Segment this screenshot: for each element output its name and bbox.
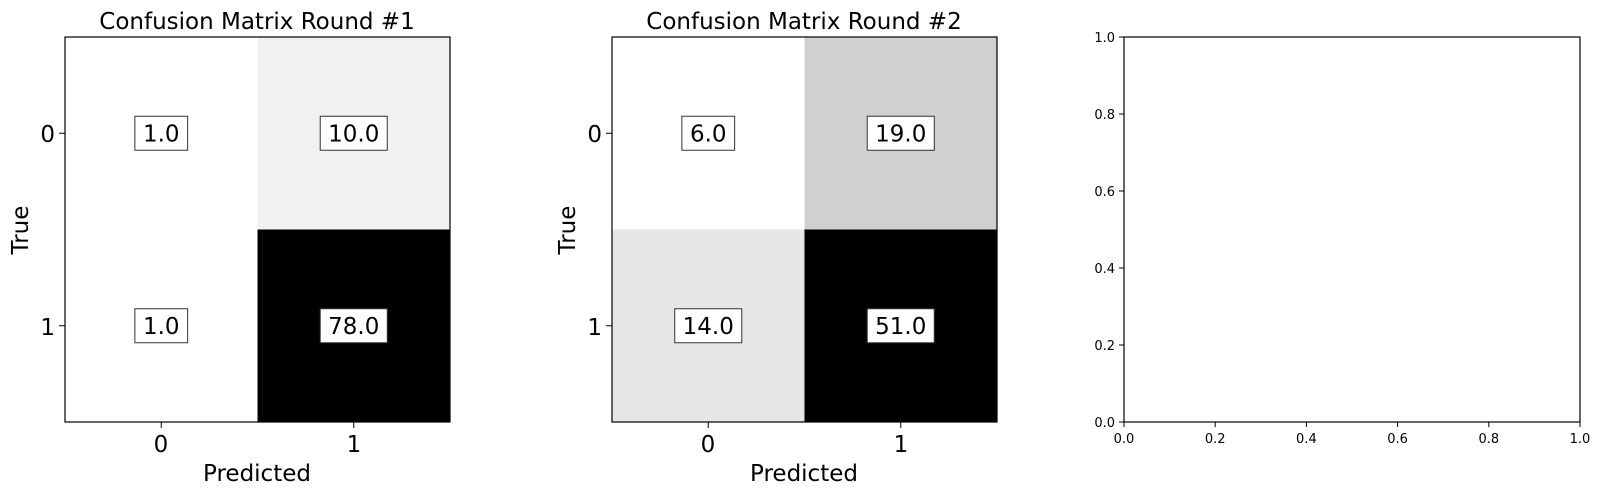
x-tick-label-5: 1.0 bbox=[1570, 432, 1591, 447]
cell-label-box-0-1 bbox=[319, 115, 388, 151]
axes-frame bbox=[1123, 36, 1581, 423]
cell-label-box-1-0 bbox=[134, 308, 189, 344]
heatmap-cells bbox=[612, 37, 997, 422]
cell-label-1-0: 14.0 bbox=[683, 314, 734, 340]
cell-label-1-1: 78.0 bbox=[328, 314, 379, 340]
y-axis-label: True bbox=[8, 206, 34, 256]
x-tick-label-0: 0.0 bbox=[1114, 432, 1135, 447]
x-tick-label-3: 0.6 bbox=[1387, 432, 1408, 447]
x-tick-label-4: 0.8 bbox=[1478, 432, 1499, 447]
axes-frame bbox=[64, 36, 451, 423]
empty-axes: 0.0 0.2 0.4 0.6 0.8 1.0 0.0 0.2 0.4 0.6 0.8 1.0 bbox=[1094, 31, 1590, 447]
x-tick-label-0: 0 bbox=[154, 432, 169, 458]
heatmap-cells bbox=[65, 37, 450, 422]
chart-title: Confusion Matrix Round #2 bbox=[646, 9, 961, 35]
x-tick-label-1: 0.2 bbox=[1205, 432, 1226, 447]
x-tick-label-0: 0 bbox=[701, 432, 716, 458]
confusion-matrix-round-1: Confusion Matrix Round #1 0 1 0 1 Predic… bbox=[8, 9, 451, 487]
axes-frame bbox=[611, 36, 998, 423]
cell-label-0-0: 6.0 bbox=[690, 121, 727, 147]
cell-label-box-0-1 bbox=[866, 115, 935, 151]
cell-label-1-0: 1.0 bbox=[143, 314, 180, 340]
cell-labels: 6.0 19.0 14.0 51.0 bbox=[674, 115, 935, 344]
cell-label-0-1: 10.0 bbox=[328, 121, 379, 147]
x-axis-label: Predicted bbox=[750, 461, 858, 487]
y-axis-label: True bbox=[555, 206, 581, 256]
x-tick-label-1: 1 bbox=[347, 432, 362, 458]
y-tick-label-2: 0.4 bbox=[1094, 262, 1115, 277]
axis-tick-labels: 0.0 0.2 0.4 0.6 0.8 1.0 0.0 0.2 0.4 0.6 0.8 1.0 bbox=[1094, 31, 1590, 447]
y-tick-label-1: 1 bbox=[40, 315, 55, 341]
y-tick-label-0: 0.0 bbox=[1094, 416, 1115, 431]
axis-ticks bbox=[59, 132, 355, 428]
y-tick-label-5: 1.0 bbox=[1094, 31, 1115, 46]
cell-label-box-0-0 bbox=[134, 115, 189, 151]
y-tick-label-3: 0.6 bbox=[1094, 185, 1115, 200]
x-tick-label-2: 0.4 bbox=[1296, 432, 1317, 447]
y-tick-label-4: 0.8 bbox=[1094, 108, 1115, 123]
cell-label-box-1-1 bbox=[866, 308, 935, 344]
cell-label-1-1: 51.0 bbox=[875, 314, 926, 340]
cell-label-0-0: 1.0 bbox=[143, 121, 180, 147]
y-tick-label-0: 0 bbox=[587, 122, 602, 148]
cell-label-box-1-0 bbox=[674, 308, 743, 344]
confusion-matrix-round-2: Confusion Matrix Round #2 0 1 0 1 Predic… bbox=[555, 9, 998, 487]
y-tick-label-1: 0.2 bbox=[1094, 339, 1115, 354]
axis-ticks bbox=[1119, 36, 1581, 427]
cell-label-0-1: 19.0 bbox=[875, 121, 926, 147]
x-tick-label-1: 1 bbox=[894, 432, 909, 458]
axis-ticks bbox=[606, 132, 902, 428]
cell-label-box-1-1 bbox=[319, 308, 388, 344]
y-tick-label-0: 0 bbox=[40, 122, 55, 148]
cell-labels: 1.0 10.0 1.0 78.0 bbox=[134, 115, 388, 344]
x-axis-label: Predicted bbox=[203, 461, 311, 487]
chart-title: Confusion Matrix Round #1 bbox=[99, 9, 414, 35]
cell-label-box-0-0 bbox=[681, 115, 736, 151]
y-tick-label-1: 1 bbox=[587, 315, 602, 341]
